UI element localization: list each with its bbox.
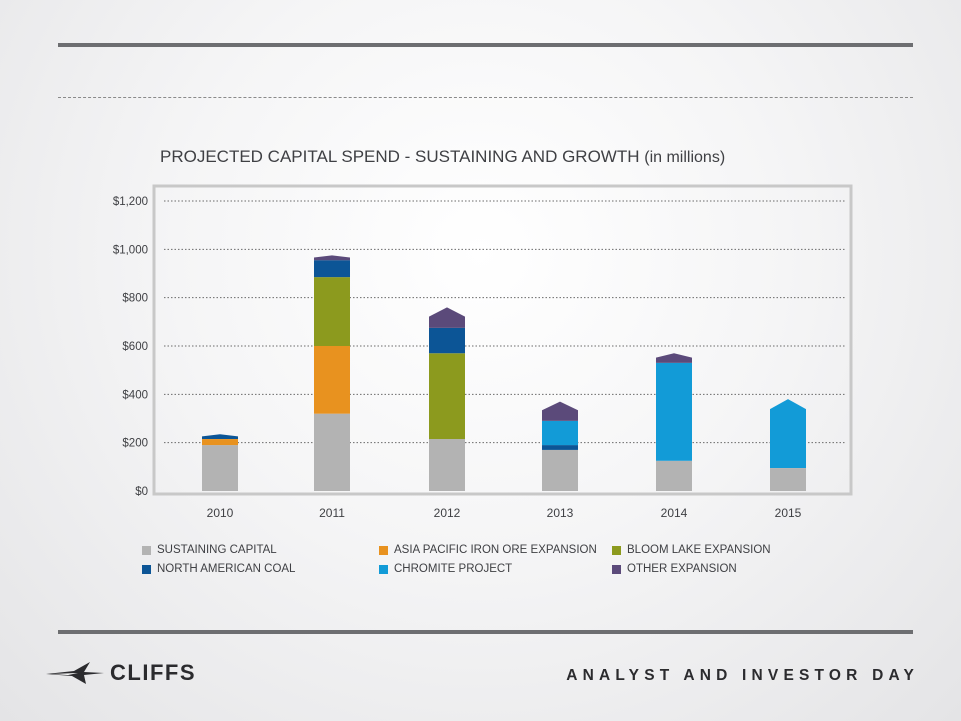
grid-lines — [164, 200, 845, 444]
x-tick-label: 2015 — [775, 506, 802, 520]
legend-item-north-american-coal: NORTH AMERICAN COAL — [142, 563, 379, 575]
event-title: ANALYST AND INVESTOR DAY — [566, 667, 919, 684]
y-tick-label: $400 — [122, 389, 148, 401]
bar-segment-bloom-lake-expansion-2011 — [314, 277, 350, 346]
legend: SUSTAINING CAPITAL ASIA PACIFIC IRON ORE … — [142, 544, 862, 575]
y-tick-label: $1,000 — [113, 244, 148, 256]
y-tick-label: $1,200 — [113, 196, 148, 208]
legend-item-chromite-project: CHROMITE PROJECT — [379, 563, 612, 575]
x-tick-label: 2010 — [207, 506, 234, 520]
bar-segment-other-expansion-2012 — [429, 307, 465, 328]
chart-title: PROJECTED CAPITAL SPEND - SUSTAINING AND… — [160, 147, 725, 167]
x-tick-label: 2011 — [319, 506, 345, 520]
cliffs-logo-icon — [46, 662, 104, 684]
cliffs-logo: CLIFFS — [44, 660, 196, 686]
legend-item-sustaining-capital: SUSTAINING CAPITAL — [142, 544, 379, 556]
x-tick-label: 2014 — [661, 506, 688, 520]
y-axis-ticks: $0 $200 $400 $600 $800 $1,000 $1,200 — [113, 196, 148, 498]
bar-segment-sustaining-capital-2013 — [542, 449, 578, 491]
bar-segment-chromite-project-2013 — [542, 420, 578, 446]
bar-segment-north-american-coal-2013 — [542, 445, 578, 450]
legend-label: CHROMITE PROJECT — [394, 563, 513, 575]
y-tick-label: $600 — [122, 341, 148, 353]
legend-item-other-expansion: OTHER EXPANSION — [612, 563, 862, 575]
top-rule — [58, 43, 913, 47]
legend-label: NORTH AMERICAN COAL — [157, 563, 296, 575]
bars — [202, 255, 806, 491]
legend-swatch — [612, 564, 621, 574]
bar-segment-north-american-coal-2012 — [429, 327, 465, 354]
bar-segment-north-american-coal-2010 — [202, 434, 238, 440]
chart-title-unit: (in millions) — [644, 149, 726, 166]
bar-segment-sustaining-capital-2011 — [314, 413, 350, 491]
legend-label: ASIA PACIFIC IRON ORE EXPANSION — [394, 544, 597, 556]
legend-swatch — [379, 545, 388, 555]
bar-segment-bloom-lake-expansion-2012 — [429, 353, 465, 440]
bar-segment-other-expansion-2013 — [542, 401, 578, 421]
chart-title-main: PROJECTED CAPITAL SPEND - SUSTAINING AND… — [160, 147, 640, 166]
y-tick-label: $200 — [122, 438, 148, 450]
bar-segment-chromite-project-2014 — [656, 362, 692, 461]
logo-wordmark: CLIFFS — [110, 660, 196, 685]
bar-segment-sustaining-capital-2012 — [429, 439, 465, 491]
legend-swatch — [612, 545, 621, 555]
x-tick-label: 2013 — [547, 506, 574, 520]
bottom-rule — [58, 630, 913, 634]
plot-frame — [152, 184, 853, 496]
legend-label: OTHER EXPANSION — [627, 563, 737, 575]
legend-swatch — [379, 564, 388, 574]
y-tick-label: $800 — [122, 293, 148, 305]
bar-segment-sustaining-capital-2015 — [770, 468, 806, 491]
bar-segment-asia-pacific-iron-ore-expansion-2010 — [202, 439, 238, 446]
bar-segment-sustaining-capital-2014 — [656, 460, 692, 491]
bar-segment-chromite-project-2015 — [770, 399, 806, 469]
dotted-rule — [58, 97, 913, 98]
bar-segment-asia-pacific-iron-ore-expansion-2011 — [314, 346, 350, 414]
bar-segment-sustaining-capital-2010 — [202, 445, 238, 491]
legend-swatch — [142, 545, 151, 555]
bar-segment-other-expansion-2014 — [656, 353, 692, 363]
x-axis-ticks: 2010 2011 2012 2013 2014 2015 — [207, 506, 802, 520]
legend-item-asia-pacific-iron-ore-expansion: ASIA PACIFIC IRON ORE EXPANSION — [379, 544, 612, 556]
bar-segment-north-american-coal-2011 — [314, 260, 350, 278]
bar-segment-other-expansion-2011 — [314, 255, 350, 261]
legend-label: BLOOM LAKE EXPANSION — [627, 544, 771, 556]
legend-item-bloom-lake-expansion: BLOOM LAKE EXPANSION — [612, 544, 862, 556]
y-tick-label: $0 — [135, 486, 148, 498]
legend-label: SUSTAINING CAPITAL — [157, 544, 277, 556]
legend-swatch — [142, 564, 151, 574]
x-tick-label: 2012 — [434, 506, 461, 520]
